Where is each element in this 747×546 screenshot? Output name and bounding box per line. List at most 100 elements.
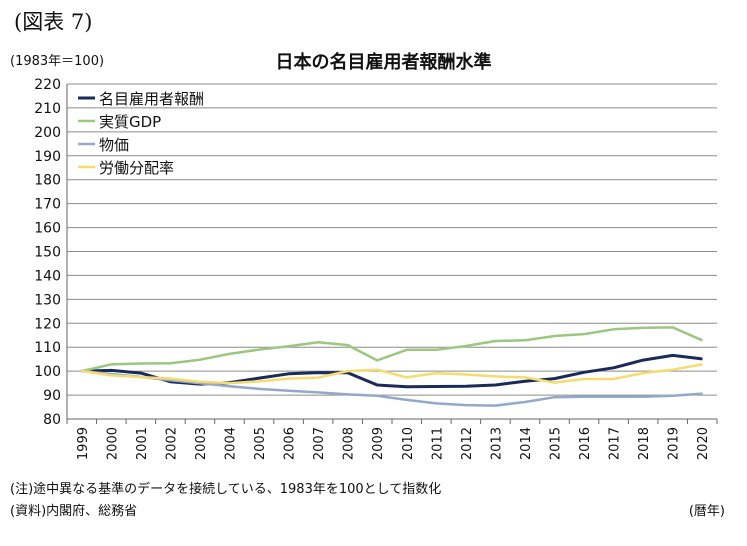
- y-tick-label: 170: [34, 197, 61, 213]
- data-point: [494, 405, 497, 407]
- data-point: [672, 326, 674, 328]
- x-tick-label: 2009: [371, 427, 386, 460]
- data-point: [287, 345, 290, 347]
- x-tick-label: 2020: [696, 427, 711, 460]
- data-point: [465, 385, 467, 387]
- data-point: [701, 363, 703, 366]
- legend-label: 労働分配率: [99, 159, 174, 177]
- data-point: [376, 369, 378, 371]
- footnote: (注)途中異なる基準のデータを接続している、1983年を100として指数化: [10, 482, 442, 497]
- x-tick-label: 2012: [460, 427, 475, 460]
- data-point: [81, 370, 83, 372]
- data-point: [110, 363, 112, 366]
- data-point: [524, 380, 526, 382]
- data-point: [317, 371, 319, 374]
- y-tick-label: 150: [34, 245, 61, 261]
- data-point: [494, 384, 497, 386]
- data-point: [435, 402, 437, 405]
- x-tick-label: 1999: [76, 427, 91, 460]
- x-tick-label: 2000: [105, 427, 120, 460]
- series-line: [81, 363, 703, 385]
- data-point: [672, 369, 674, 371]
- y-tick-label: 120: [34, 316, 61, 332]
- data-point: [672, 354, 674, 356]
- data-point: [347, 370, 349, 372]
- y-tick-label: 90: [43, 388, 61, 404]
- data-point: [612, 396, 615, 398]
- data-point: [435, 372, 437, 374]
- data-point: [258, 377, 260, 379]
- figure-label: (図表 7): [14, 10, 93, 34]
- data-point: [553, 382, 556, 384]
- legend-label: 名目雇用者報酬: [99, 90, 204, 108]
- data-point: [258, 380, 260, 383]
- x-tick-label: 2011: [430, 427, 445, 460]
- data-point: [376, 395, 378, 397]
- x-tick-label: 2003: [194, 427, 209, 460]
- data-point: [406, 349, 408, 351]
- y-tick-label: 100: [34, 364, 61, 380]
- data-point: [672, 395, 674, 397]
- data-point: [406, 376, 408, 378]
- y-tick-label: 110: [34, 340, 61, 356]
- x-tick-label: 2010: [401, 427, 416, 460]
- x-tick-label: 2006: [283, 427, 298, 460]
- data-point: [553, 335, 556, 337]
- data-point: [612, 378, 615, 380]
- data-point: [199, 381, 201, 383]
- data-point: [169, 377, 172, 380]
- data-point: [406, 386, 408, 388]
- y-tick-label: 80: [43, 412, 61, 428]
- y-tick-label: 210: [34, 101, 61, 117]
- x-tick-label: 2002: [164, 427, 179, 460]
- data-point: [169, 379, 172, 381]
- x-tick-label: 2007: [312, 427, 327, 460]
- data-point: [642, 327, 644, 329]
- y-tick-label: 190: [34, 149, 61, 165]
- data-point: [701, 339, 703, 341]
- x-tick-label: 2005: [253, 427, 268, 460]
- data-point: [583, 396, 585, 398]
- data-point: [376, 359, 378, 361]
- data-point: [553, 377, 556, 380]
- data-point: [376, 384, 378, 386]
- source-note: (資料)内閣府、総務省: [10, 504, 138, 519]
- data-point: [524, 339, 526, 341]
- data-point: [169, 362, 172, 364]
- y-tick-label: 180: [34, 173, 61, 189]
- data-point: [701, 393, 703, 395]
- data-point: [140, 362, 142, 365]
- x-tick-label: 2001: [135, 427, 150, 460]
- data-point: [199, 359, 201, 361]
- data-point: [583, 371, 585, 373]
- data-point: [287, 377, 290, 380]
- legend-label: 実質GDP: [99, 113, 161, 131]
- data-point: [110, 369, 112, 372]
- data-point: [494, 340, 497, 342]
- y-unit-label: (1983年＝100): [10, 54, 105, 69]
- data-point: [583, 333, 585, 335]
- x-tick-label: 2016: [578, 427, 593, 460]
- y-tick-label: 140: [34, 268, 61, 284]
- data-point: [465, 345, 467, 347]
- data-point: [199, 382, 201, 384]
- data-point: [642, 359, 644, 361]
- data-point: [228, 382, 231, 384]
- data-point: [347, 393, 349, 395]
- data-point: [553, 396, 556, 398]
- data-point: [287, 390, 290, 392]
- data-point: [347, 372, 349, 374]
- chart-title: 日本の名目雇用者報酬水準: [275, 52, 492, 73]
- x-tick-label: 2018: [637, 427, 652, 460]
- data-point: [494, 375, 497, 378]
- data-point: [583, 378, 585, 380]
- series-line: [81, 369, 703, 407]
- data-point: [317, 341, 319, 343]
- data-point: [435, 349, 437, 351]
- data-point: [642, 372, 644, 374]
- data-point: [287, 373, 290, 375]
- x-axis-unit-label: (暦年): [688, 504, 725, 519]
- x-tick-label: 2017: [608, 427, 623, 460]
- data-point: [347, 344, 349, 346]
